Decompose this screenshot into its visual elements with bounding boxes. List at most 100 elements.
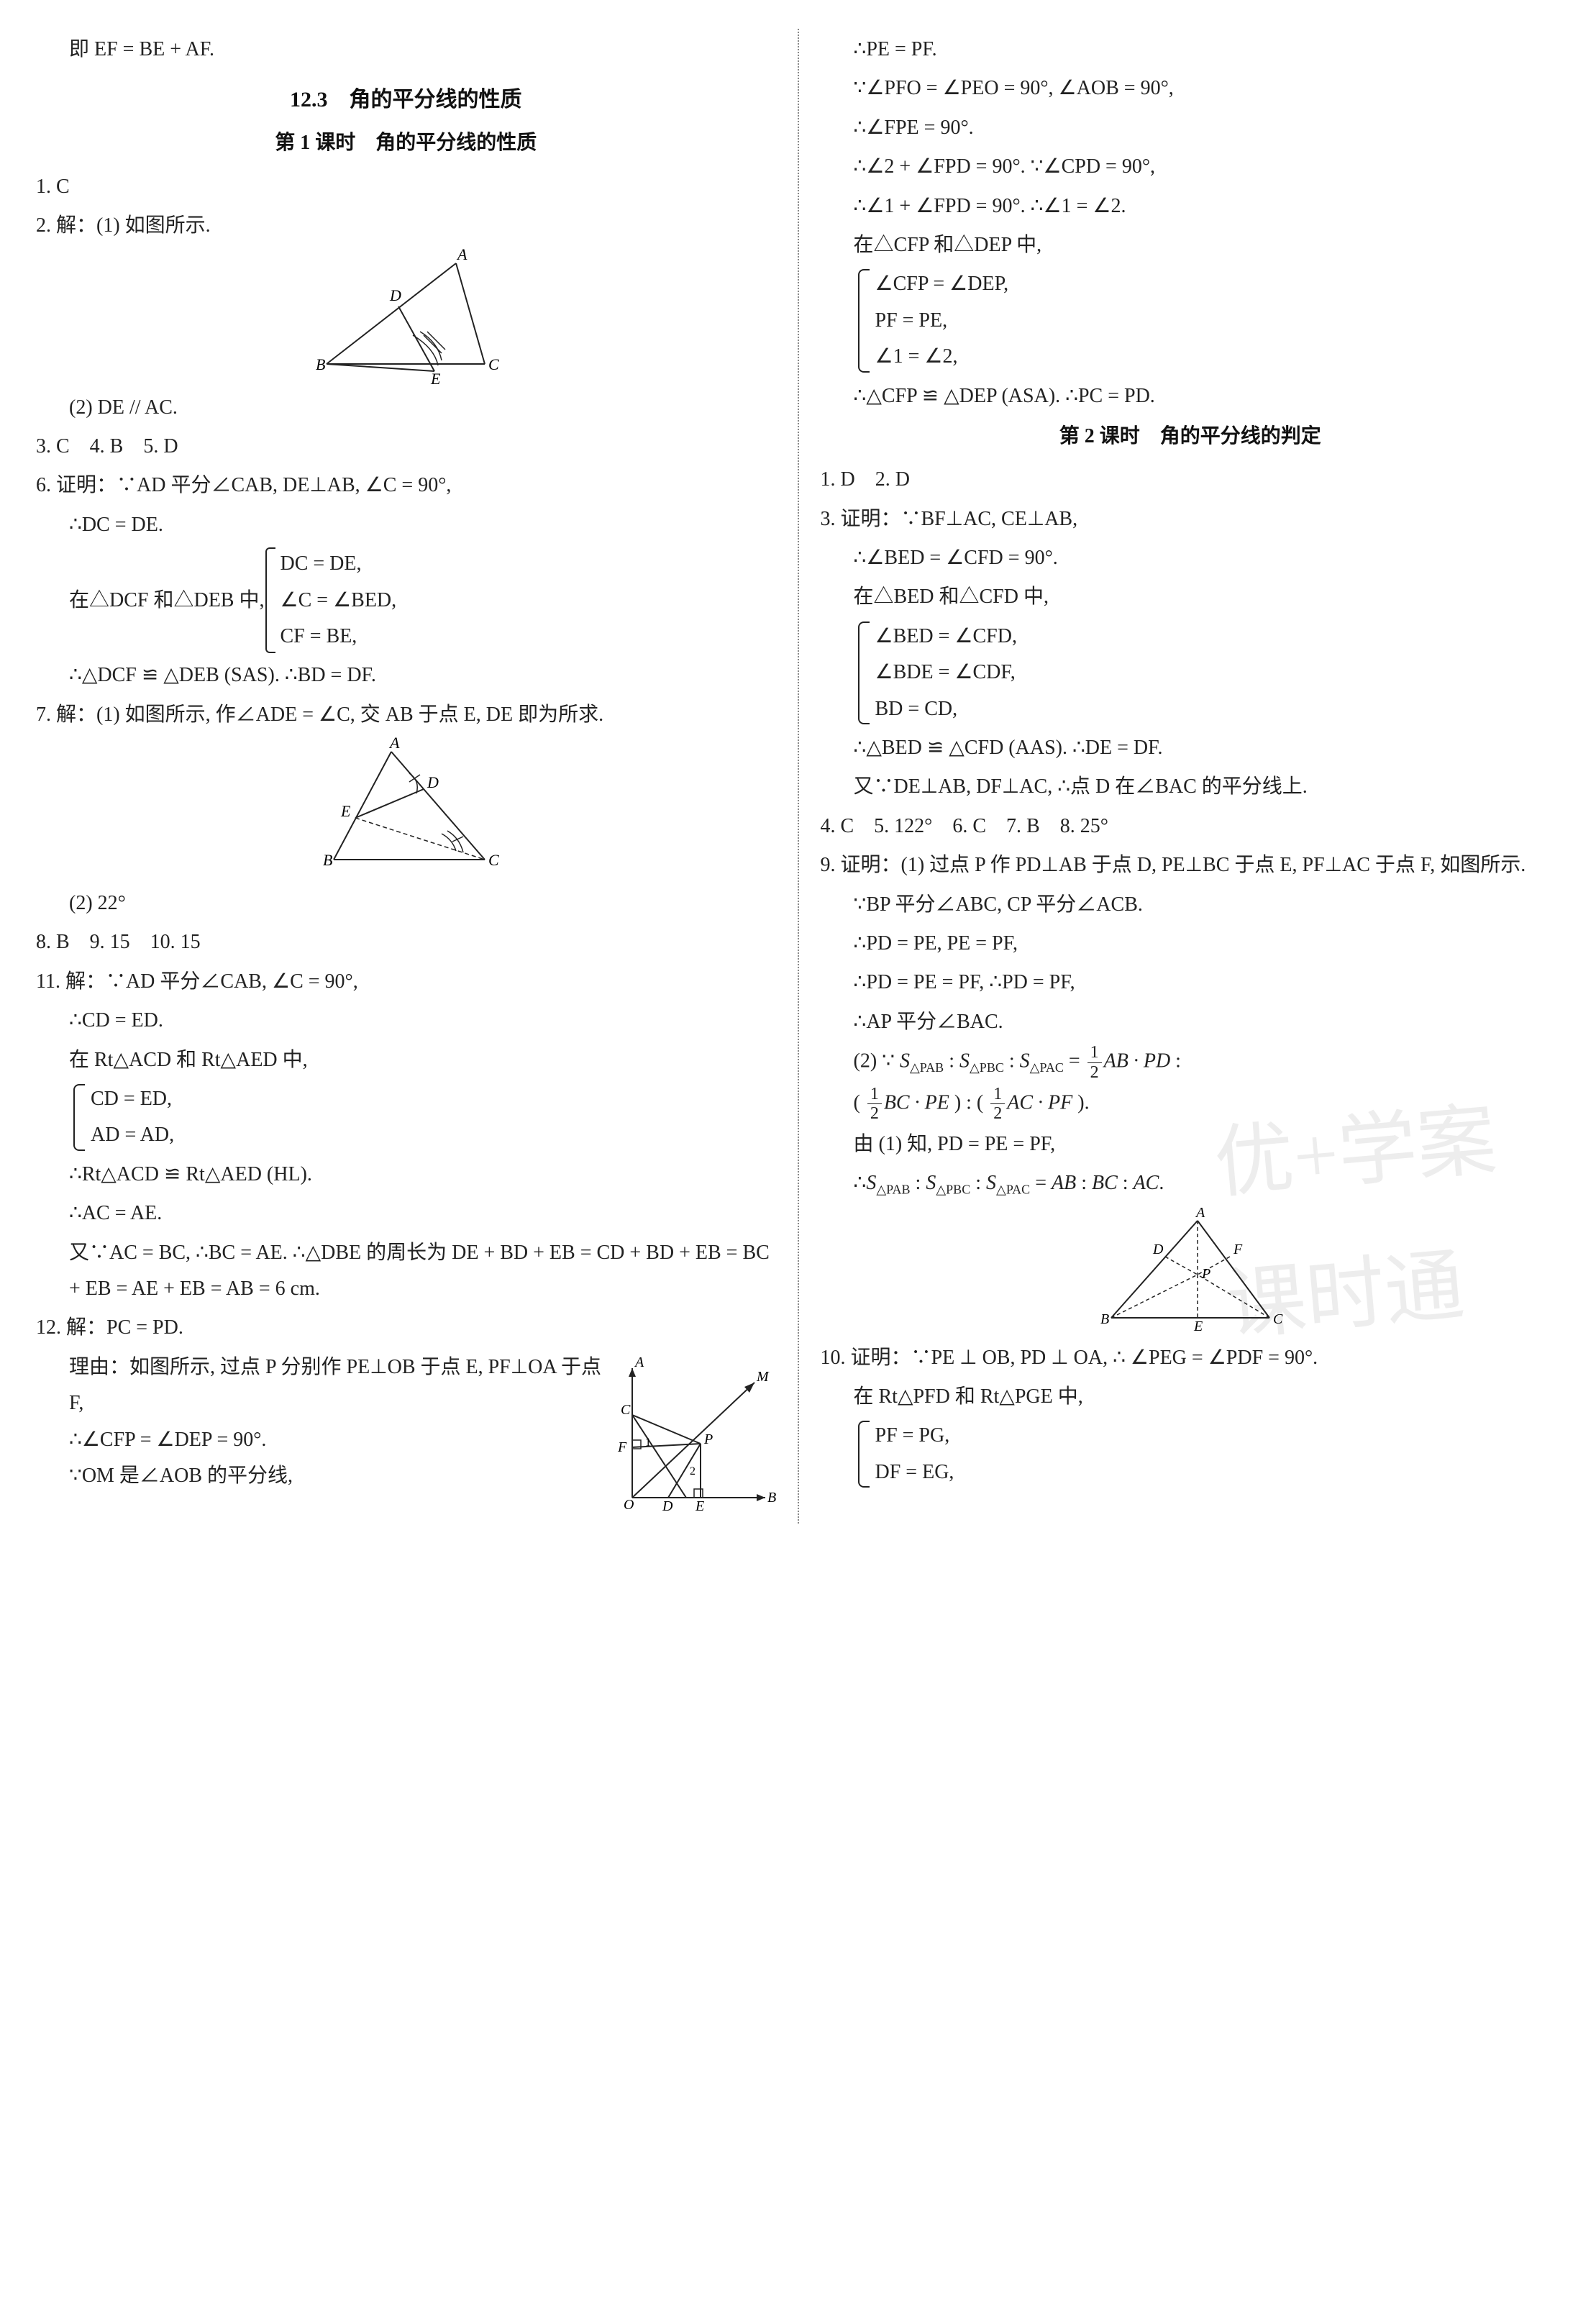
q11-brace: CD = ED, AD = AD, — [69, 1081, 776, 1154]
svg-text:D: D — [1152, 1242, 1164, 1257]
s3-head: 3. 证明：∵BF⊥AC, CE⊥AB, — [821, 501, 1561, 537]
q11-1: ∴CD = ED. — [36, 1003, 776, 1039]
s10-1: 在 Rt△PFD 和 Rt△PGE 中, — [821, 1379, 1561, 1415]
svg-text:D: D — [389, 286, 401, 304]
figure-2: A B C D E — [36, 249, 776, 386]
q6-b1: DC = DE, — [280, 546, 396, 582]
svg-text:O: O — [624, 1497, 634, 1513]
svg-text:A: A — [456, 249, 468, 263]
figure-12: A M B O D E C F P 1 2 — [611, 1349, 776, 1524]
rb3: ∠1 = ∠2, — [875, 339, 1561, 375]
s4-8: 4. C 5. 122° 6. C 7. B 8. 25° — [821, 809, 1561, 844]
r3: ∴∠2 + ∠FPD = 90°. ∵∠CPD = 90°, — [821, 149, 1561, 185]
q6-b3: CF = BE, — [280, 619, 396, 655]
sb2: ∠BDE = ∠CDF, — [875, 655, 1561, 691]
svg-text:E: E — [695, 1498, 704, 1514]
q2-head: 2. 解：(1) 如图所示. — [36, 208, 776, 244]
section-title: 12.3 角的平分线的性质 — [36, 81, 776, 119]
q12-body: A M B O D E C F P 1 2 理由：如图所示, 过点 P 分别作 … — [36, 1349, 776, 1524]
left-column: 即 EF = BE + AF. 12.3 角的平分线的性质 第 1 课时 角的平… — [36, 29, 776, 1524]
q2b: (2) DE // AC. — [36, 390, 776, 426]
q11-2: 在 Rt△ACD 和 Rt△AED 中, — [36, 1042, 776, 1078]
q6-1: ∴DC = DE. — [36, 507, 776, 543]
svg-text:E: E — [430, 370, 441, 386]
top-line: 即 EF = BE + AF. — [36, 32, 776, 68]
s9-7: 由 (1) 知, PD = PE = PF, — [821, 1126, 1561, 1162]
tb2: DF = EG, — [875, 1454, 1561, 1490]
s9-8: ∴S△PAB : S△PBC : S△PAC = AB : BC : AC. — [821, 1165, 1561, 1201]
s9-2: ∴PD = PE, PE = PF, — [821, 926, 1561, 962]
svg-text:C: C — [621, 1402, 631, 1418]
svg-text:C: C — [1273, 1311, 1283, 1327]
svg-text:C: C — [488, 355, 499, 373]
s3-1: ∴∠BED = ∠CFD = 90°. — [821, 540, 1561, 576]
q6-brace: DC = DE, ∠C = ∠BED, CF = BE, — [264, 546, 396, 655]
q11-b1: CD = ED, — [91, 1081, 776, 1117]
r-brace: ∠CFP = ∠DEP, PF = PE, ∠1 = ∠2, — [854, 266, 1561, 375]
q7b: (2) 22° — [36, 885, 776, 921]
right-column: ∴PE = PF. ∵∠PFO = ∠PEO = 90°, ∠AOB = 90°… — [821, 29, 1561, 1524]
r5: 在△CFP 和△DEP 中, — [821, 227, 1561, 263]
q11-4: ∴AC = AE. — [36, 1196, 776, 1231]
svg-text:E: E — [340, 802, 351, 820]
figure-7: A B C D E — [36, 737, 776, 881]
sb3: BD = CD, — [875, 691, 1561, 727]
svg-text:E: E — [1193, 1319, 1203, 1334]
svg-text:2: 2 — [690, 1465, 696, 1477]
svg-text:B: B — [323, 851, 332, 869]
svg-text:D: D — [662, 1498, 673, 1514]
rb2: PF = PE, — [875, 303, 1561, 339]
svg-text:B: B — [767, 1490, 776, 1506]
svg-text:C: C — [488, 851, 499, 869]
s9-1: ∵BP 平分∠ABC, CP 平分∠ACB. — [821, 887, 1561, 923]
svg-text:A: A — [634, 1354, 644, 1370]
sb1: ∠BED = ∠CFD, — [875, 619, 1561, 655]
svg-text:P: P — [703, 1431, 713, 1447]
s3-3: ∴△BED ≌ △CFD (AAS). ∴DE = DF. — [821, 730, 1561, 766]
q6-end: ∴△DCF ≌ △DEB (SAS). ∴BD = DF. — [36, 657, 776, 693]
page: 即 EF = BE + AF. 12.3 角的平分线的性质 第 1 课时 角的平… — [36, 29, 1560, 1524]
svg-text:A: A — [388, 737, 400, 752]
q11-b2: AD = AD, — [91, 1117, 776, 1153]
r6: ∴△CFP ≌ △DEP (ASA). ∴PC = PD. — [821, 378, 1561, 414]
svg-text:A: A — [1195, 1206, 1205, 1221]
q11-head: 11. 解：∵AD 平分∠CAB, ∠C = 90°, — [36, 964, 776, 1000]
s9-5: (2) ∵ S△PAB : S△PBC : S△PAC = 12AB · PD … — [821, 1043, 1561, 1082]
q6-in: 在△DCF 和△DEB 中, — [36, 583, 264, 619]
r2: ∴∠FPE = 90°. — [821, 110, 1561, 146]
tb1: PF = PG, — [875, 1418, 1561, 1454]
svg-text:1: 1 — [645, 1436, 651, 1449]
rb1: ∠CFP = ∠DEP, — [875, 266, 1561, 302]
svg-text:F: F — [1233, 1242, 1243, 1257]
q7-head: 7. 解：(1) 如图所示, 作∠ADE = ∠C, 交 AB 于点 E, DE… — [36, 697, 776, 733]
s10-head: 10. 证明：∵PE ⊥ OB, PD ⊥ OA, ∴ ∠PEG = ∠PDF … — [821, 1340, 1561, 1376]
q12-head: 12. 解：PC = PD. — [36, 1310, 776, 1346]
q8-10: 8. B 9. 15 10. 15 — [36, 924, 776, 960]
s3-2: 在△BED 和△CFD 中, — [821, 579, 1561, 615]
svg-text:F: F — [617, 1439, 627, 1455]
figure-9: A B C D E F P — [821, 1206, 1561, 1336]
q6-head: 6. 证明：∵AD 平分∠CAB, DE⊥AB, ∠C = 90°, — [36, 468, 776, 504]
q11-3: ∴Rt△ACD ≌ Rt△AED (HL). — [36, 1157, 776, 1193]
q6-b2: ∠C = ∠BED, — [280, 583, 396, 619]
lesson-1-title: 第 1 课时 角的平分线的性质 — [36, 125, 776, 161]
q3-5: 3. C 4. B 5. D — [36, 429, 776, 465]
lesson-2-title: 第 2 课时 角的平分线的判定 — [821, 419, 1561, 455]
q1: 1. C — [36, 169, 776, 205]
r1: ∵∠PFO = ∠PEO = 90°, ∠AOB = 90°, — [821, 70, 1561, 106]
s9-6: ( 12BC · PE ) : ( 12AC · PF ). — [821, 1085, 1561, 1124]
svg-text:P: P — [1201, 1266, 1210, 1282]
q11-5: 又∵AC = BC, ∴BC = AE. ∴△DBE 的周长为 DE + BD … — [36, 1235, 776, 1308]
svg-text:D: D — [427, 773, 439, 791]
s3-brace: ∠BED = ∠CFD, ∠BDE = ∠CDF, BD = CD, — [854, 619, 1561, 727]
r4: ∴∠1 + ∠FPD = 90°. ∴∠1 = ∠2. — [821, 188, 1561, 224]
s3-4: 又∵DE⊥AB, DF⊥AC, ∴点 D 在∠BAC 的平分线上. — [821, 769, 1561, 805]
svg-text:M: M — [756, 1369, 770, 1385]
svg-text:B: B — [316, 355, 325, 373]
svg-text:B: B — [1100, 1311, 1109, 1327]
s1-2: 1. D 2. D — [821, 462, 1561, 498]
s9-head: 9. 证明：(1) 过点 P 作 PD⊥AB 于点 D, PE⊥BC 于点 E,… — [821, 847, 1561, 883]
s9-4: ∴AP 平分∠BAC. — [821, 1004, 1561, 1040]
s9-3: ∴PD = PE = PF, ∴PD = PF, — [821, 965, 1561, 1001]
r0: ∴PE = PF. — [821, 32, 1561, 68]
